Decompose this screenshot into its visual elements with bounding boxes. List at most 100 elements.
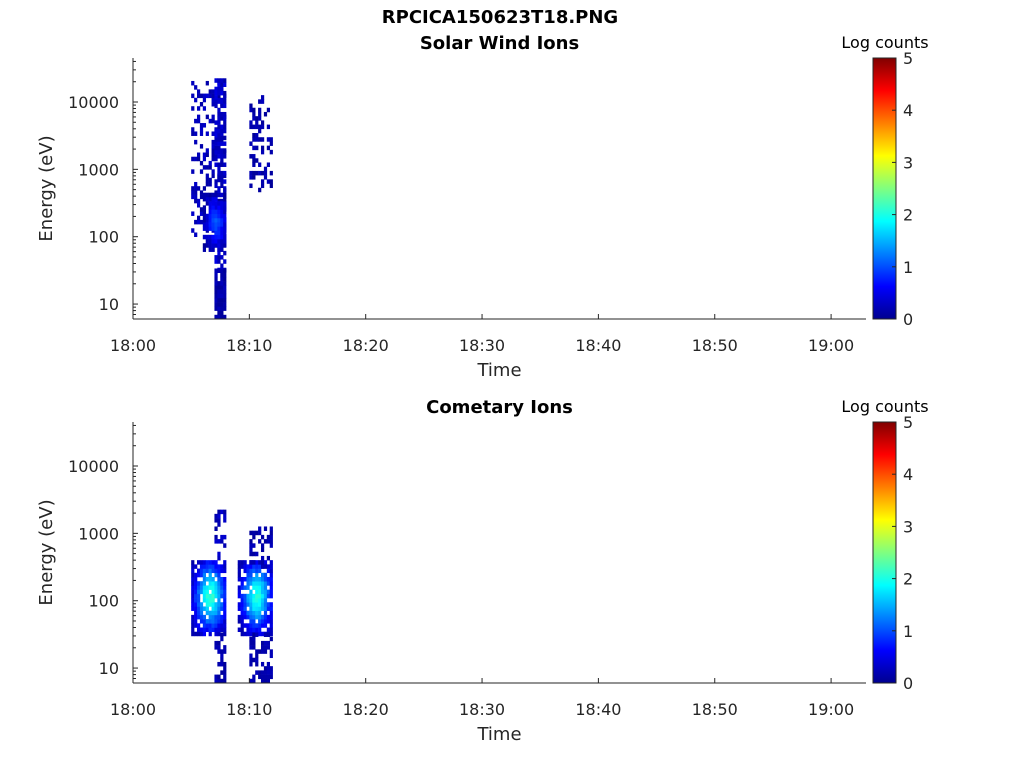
spectrogram-cell [205,585,209,590]
spectrogram-cell [194,85,198,90]
spectrogram-cell [208,89,212,94]
spectrogram-cell [199,144,204,149]
spectrogram-cell [260,183,265,189]
spectrogram-cell [211,156,215,162]
spectrogram-cell [223,95,227,100]
spectrogram-cell [205,80,209,86]
spectrogram-cell [217,107,221,113]
spectrogram-cell [223,585,227,590]
spectrogram-cell [237,589,241,595]
spectrogram-cell [217,201,221,206]
spectrogram-cell [191,568,195,574]
spectrogram-cell [196,610,201,616]
spectrogram-cell [208,623,212,628]
spectrogram-cell [211,213,215,219]
spectrogram-cell [211,144,215,149]
spectrogram-cell [196,593,201,599]
spectrogram-cell [208,247,212,252]
spectrogram-cell [223,201,227,206]
spectrogram-cell [223,234,227,240]
spectrogram-cell [217,585,221,590]
spectrogram-cell [266,678,271,684]
spectrogram-cell [211,581,215,586]
spectrogram-cell [217,649,221,654]
spectrogram-cell [269,670,273,675]
spectrogram-cell [220,670,224,675]
spectrogram-cell [223,606,227,611]
spectrogram-cell [249,640,253,646]
spectrogram-cell [191,623,195,628]
spectrogram-cell [220,131,224,136]
spectrogram-cell [217,293,221,299]
spectrogram-cell [199,602,204,607]
spectrogram-cell [211,192,215,198]
spectrogram-cell [223,135,227,141]
spectrogram-cell [240,602,244,607]
spectrogram-cell [269,602,273,607]
spectrogram-cell [266,619,271,624]
spectrogram-cell [211,576,215,582]
spectrogram-cell [249,539,253,544]
spectrogram-cell [260,623,265,628]
y-tick-label: 10 [99,659,119,678]
spectrogram-cell [205,568,209,574]
spectrogram-cell [243,623,247,628]
spectrogram-cell [194,131,198,136]
spectrogram-cell [223,678,227,684]
spectrogram-cell [252,606,256,611]
spectrogram-cell [260,640,265,646]
spectrogram-cell [269,581,273,586]
spectrogram-cell [217,222,221,227]
spectrogram-cell [217,255,221,260]
spectrogram-cell [223,217,227,223]
spectrogram-cell [220,137,224,142]
spectrogram-cell [220,636,224,642]
spectrogram-cell [260,564,265,569]
spectrogram-cell [263,581,268,586]
spectrogram-cell [220,255,224,260]
spectrogram-cell [255,568,259,574]
spectrogram-cell [220,154,224,159]
spectrogram-cell [249,627,253,633]
spectrogram-cell [223,272,227,278]
spectrogram-cell [220,86,224,92]
spectrogram-cell [223,568,227,574]
spectrogram-cell [214,145,218,151]
spectrogram-cell [258,116,262,121]
spectrogram-cell [220,281,224,286]
spectrogram-cell [249,657,253,663]
spectrogram-cell [269,623,273,628]
spectrogram-cell [255,551,259,557]
spectrogram-cell [263,166,268,172]
spectrogram-cell [260,661,265,667]
spectrogram-cell [263,640,268,646]
spectrogram-cell [214,614,218,620]
spectrogram-cell [258,670,262,675]
spectrogram-cell [243,631,247,637]
spectrogram-cell [266,137,271,142]
spectrogram-cell [252,145,256,151]
spectrogram-cell [252,154,256,159]
spectrogram-cell [269,593,273,599]
spectrogram-cell [217,623,221,628]
spectrogram-cell [252,137,256,142]
spectrogram-cell [220,183,224,189]
spectrogram-cell [252,581,256,586]
spectrogram-cell [217,306,221,311]
spectrogram-cell [191,106,195,111]
spectrogram-cell [220,657,224,663]
spectrogram-cell [217,661,221,667]
spectrogram-cell [202,614,207,620]
spectrogram-cell [196,568,201,574]
spectrogram-cell [223,99,227,104]
spectrogram-cell [246,585,250,590]
colorbar-tick-label: 2 [903,570,913,589]
spectrogram-cell [260,585,265,590]
spectrogram-cell [194,97,198,103]
spectrogram-cell [202,165,207,170]
spectrogram-cell [196,581,201,586]
y-tick-label: 10 [99,295,119,314]
spectrogram-cell [205,165,209,170]
spectrogram-cell [258,539,262,544]
spectrogram-cell [266,145,271,151]
